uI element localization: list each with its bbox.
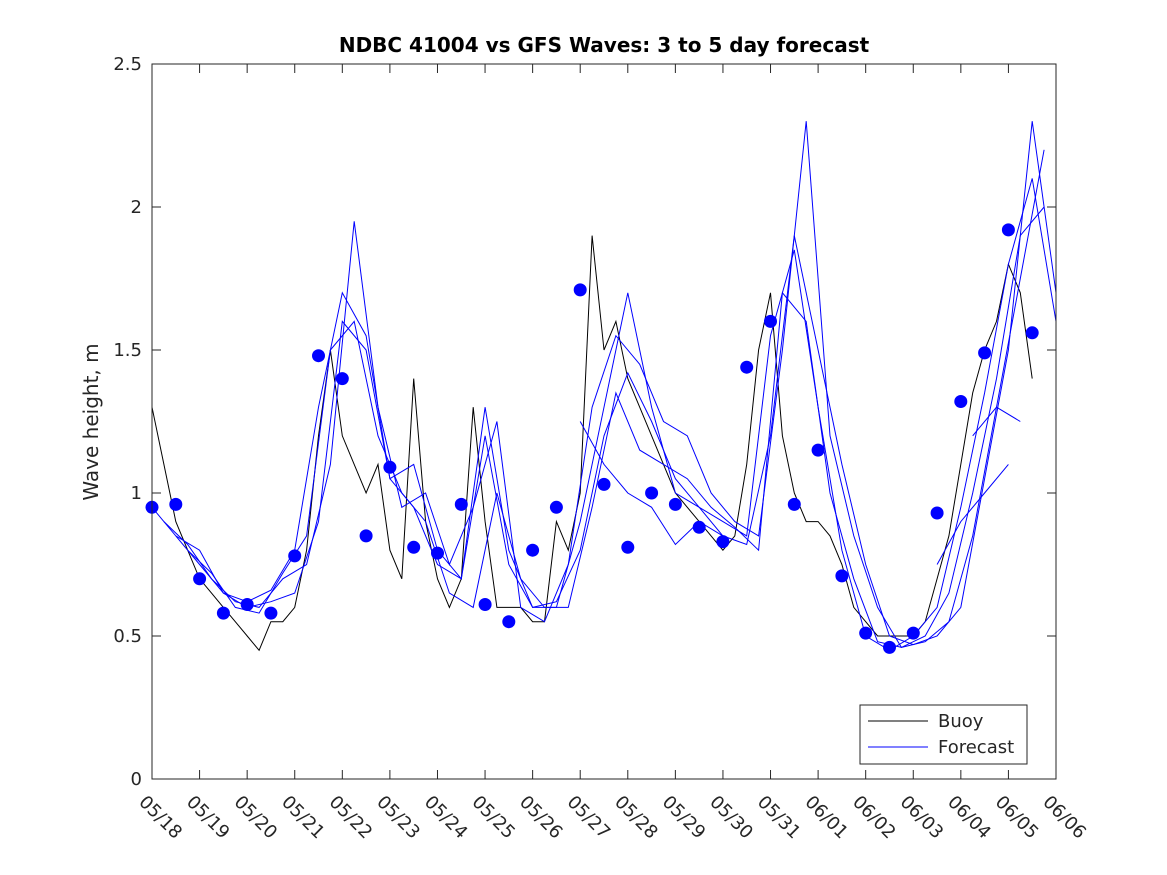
plot-background	[152, 64, 1056, 779]
forecast-series-line-2	[163, 121, 1045, 648]
forecast-point	[264, 606, 278, 620]
forecast-point	[692, 520, 706, 534]
forecast-series-line-3	[175, 178, 1057, 651]
forecast-point	[906, 626, 920, 640]
series-layer	[145, 121, 1057, 654]
legend-label-buoy: Buoy	[938, 711, 984, 732]
buoy-series-line	[151, 235, 1033, 652]
forecast-point	[787, 497, 801, 511]
forecast-point	[431, 546, 444, 560]
forecast-point	[169, 497, 183, 511]
forecast-series-line-1	[151, 121, 1057, 646]
forecast-point	[859, 626, 873, 640]
forecast-point	[811, 443, 825, 457]
forecast-point	[764, 314, 777, 328]
forecast-point	[526, 543, 540, 557]
forecast-point	[502, 615, 516, 629]
forecast-point	[645, 486, 659, 500]
legend-box	[859, 704, 1028, 765]
forecast-point	[1001, 223, 1015, 237]
forecast-point	[454, 497, 468, 511]
forecast-point	[193, 572, 207, 586]
forecast-point	[288, 549, 302, 563]
y-tick-label: 0.5	[113, 626, 142, 647]
forecast-point	[335, 372, 349, 386]
forecast-point	[383, 460, 397, 474]
y-axis-label: Wave height, m	[79, 343, 103, 500]
forecast-point	[621, 540, 635, 554]
forecast-point	[597, 477, 611, 491]
forecast-point	[978, 346, 992, 360]
forecast-point	[216, 606, 230, 620]
forecast-point	[930, 506, 944, 520]
forecast-point	[359, 529, 373, 543]
forecast-point	[835, 569, 849, 583]
forecast-point	[954, 395, 968, 408]
forecast-point	[1025, 326, 1039, 340]
forecast-point	[716, 535, 730, 549]
forecast-point	[883, 640, 896, 654]
y-tick-label: 1	[131, 483, 142, 504]
y-tick-label: 1.5	[113, 340, 142, 361]
y-tick-label: 2.5	[113, 54, 142, 75]
y-tick-label: 2	[131, 197, 142, 218]
forecast-point	[668, 497, 682, 511]
legend-label-forecast: Forecast	[938, 737, 1014, 758]
legend: Buoy Forecast	[859, 704, 1028, 765]
forecast-series-line-4	[187, 206, 1045, 648]
forecast-series-line-6	[936, 464, 1009, 565]
forecast-point	[549, 500, 563, 514]
forecast-point	[312, 349, 325, 363]
axes-box	[151, 63, 1057, 780]
forecast-point	[573, 283, 587, 297]
forecast-point	[407, 540, 421, 554]
chart-title: NDBC 41004 vs GFS Waves: 3 to 5 day fore…	[339, 33, 870, 57]
forecast-point	[240, 598, 254, 611]
forecast-point	[740, 360, 754, 374]
forecast-series-line-7	[972, 406, 1021, 437]
forecast-point	[478, 598, 492, 611]
y-axis: 0 0.5 1 1.5 2 2.5	[113, 54, 1056, 790]
y-tick-label: 0	[131, 769, 142, 790]
